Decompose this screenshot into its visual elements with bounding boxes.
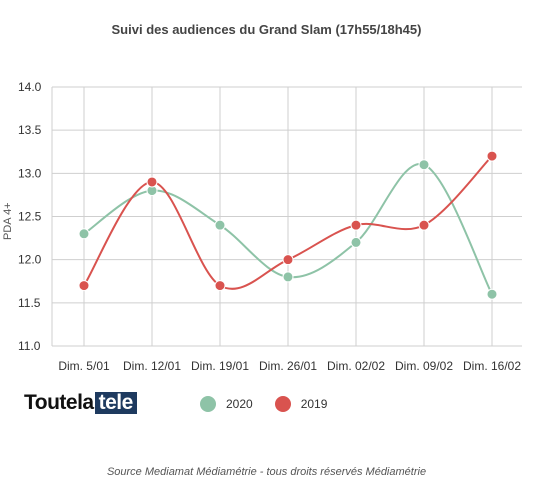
- y-tick-label: 11.5: [18, 296, 41, 310]
- x-tick-label: Dim. 5/01: [58, 359, 110, 373]
- data-point-2020[interactable]: [350, 236, 362, 248]
- data-point-2020[interactable]: [78, 228, 90, 240]
- legend-label-2019: 2019: [300, 397, 328, 411]
- y-tick-label: 14.0: [18, 80, 42, 94]
- x-tick-label: Dim. 26/01: [259, 359, 317, 373]
- logo-part-tele: tele: [94, 392, 137, 414]
- data-point-2020[interactable]: [214, 219, 226, 231]
- data-point-2019[interactable]: [350, 219, 362, 231]
- data-point-2019[interactable]: [282, 254, 294, 266]
- legend-item-2020[interactable]: 2020: [200, 396, 253, 412]
- y-tick-label: 13.5: [18, 123, 42, 137]
- toutelatele-logo: Toutela tele: [24, 391, 137, 414]
- x-tick-label: Dim. 02/02: [327, 359, 385, 373]
- data-point-2019[interactable]: [146, 176, 158, 188]
- legend-marker-2019: [274, 396, 291, 412]
- y-tick-label: 12.5: [18, 210, 42, 224]
- chart-title: Suivi des audiences du Grand Slam (17h55…: [111, 22, 422, 37]
- series-points: [78, 150, 498, 300]
- legend-label-2020: 2020: [226, 397, 253, 411]
- y-tick-label: 13.0: [18, 166, 42, 180]
- y-tick-label: 11.0: [18, 339, 41, 353]
- x-tick-label: Dim. 19/01: [191, 359, 249, 373]
- grid: [51, 86, 522, 347]
- data-point-2019[interactable]: [418, 219, 430, 231]
- legend-marker-2020: [200, 396, 216, 412]
- chart-legend: 2020 2019: [200, 396, 349, 412]
- data-point-2020[interactable]: [486, 288, 498, 300]
- data-point-2019[interactable]: [486, 150, 498, 162]
- legend-item-2019[interactable]: 2019: [274, 396, 328, 412]
- y-axis-ticks: 11.0 11.5 12.0 12.5 13.0 13.5 14.0: [18, 80, 42, 353]
- x-tick-label: Dim. 16/02: [463, 359, 521, 373]
- data-point-2020[interactable]: [418, 159, 430, 171]
- data-point-2019[interactable]: [78, 280, 90, 292]
- data-point-2020[interactable]: [282, 271, 294, 283]
- logo-part-toutela: Toutela: [24, 391, 94, 414]
- y-tick-label: 12.0: [18, 253, 42, 267]
- x-tick-label: Dim. 09/02: [395, 359, 453, 373]
- x-axis-ticks: Dim. 5/01 Dim. 12/01 Dim. 19/01 Dim. 26/01 D…: [58, 359, 521, 373]
- source-note: Source Mediamat Médiamétrie - tous droit…: [106, 466, 427, 478]
- data-point-2019[interactable]: [214, 280, 226, 292]
- x-tick-label: Dim. 12/01: [123, 359, 181, 373]
